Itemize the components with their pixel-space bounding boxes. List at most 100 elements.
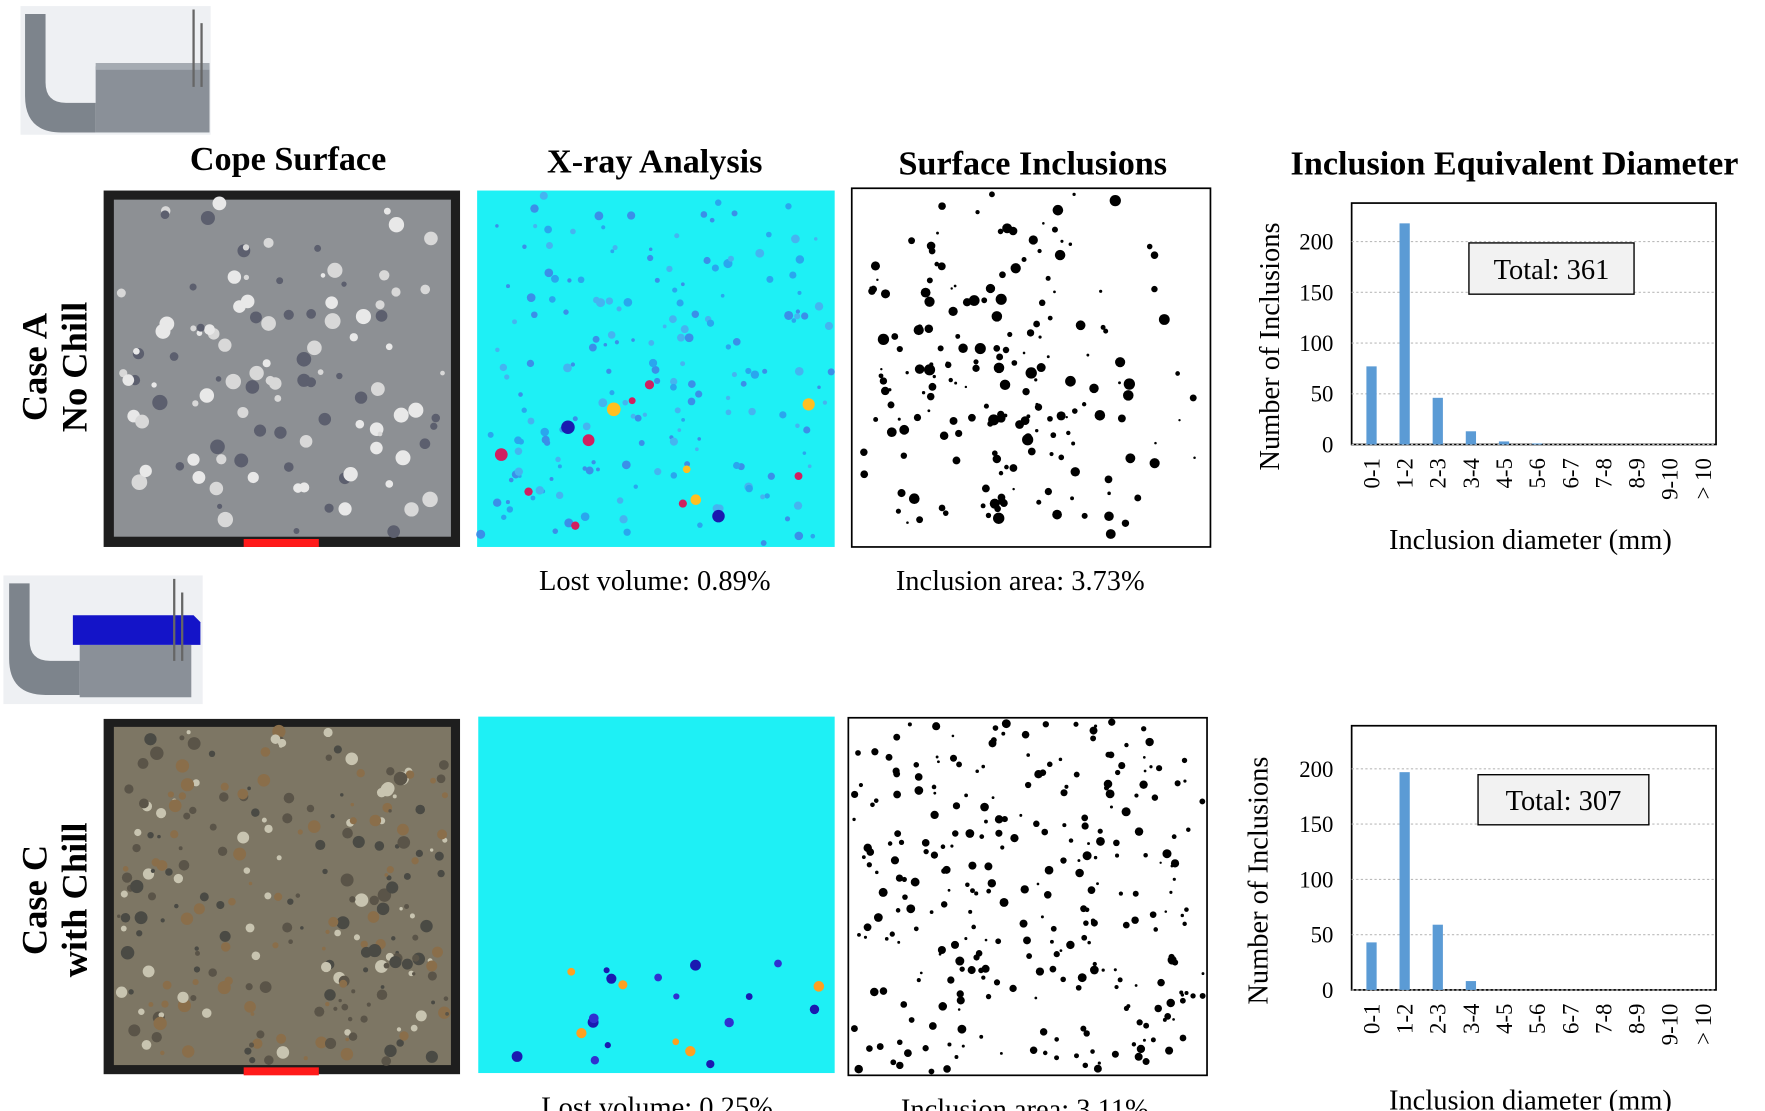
- y-tick-label: 100: [1299, 331, 1333, 356]
- texture-dot: [152, 395, 167, 410]
- bar: [1532, 443, 1542, 444]
- texture-dot: [814, 981, 825, 992]
- texture-dot: [367, 1003, 371, 1007]
- texture-dot: [228, 270, 241, 283]
- texture-dot: [803, 398, 815, 410]
- texture-dot: [243, 244, 249, 250]
- texture-dot: [1186, 827, 1190, 831]
- texture-dot: [1173, 878, 1176, 881]
- texture-dot: [1098, 829, 1103, 834]
- case-condition: with Chill: [55, 823, 95, 978]
- texture-dot: [1070, 496, 1074, 500]
- texture-dot: [870, 802, 875, 807]
- texture-dot: [672, 1038, 679, 1045]
- texture-dot: [1131, 916, 1138, 923]
- texture-dot: [604, 967, 610, 973]
- texture-dot: [1012, 488, 1014, 490]
- texture-dot: [1077, 859, 1080, 862]
- texture-dot: [386, 767, 394, 775]
- texture-dot: [276, 1034, 286, 1044]
- texture-dot: [1143, 1058, 1150, 1065]
- texture-dot: [426, 960, 437, 971]
- texture-dot: [904, 1049, 912, 1057]
- texture-dot: [643, 413, 647, 417]
- texture-dot: [1083, 851, 1092, 860]
- texture-dot: [945, 362, 951, 368]
- texture-dot: [213, 196, 227, 210]
- texture-dot: [394, 408, 409, 423]
- texture-dot: [422, 492, 437, 507]
- texture-dot: [989, 191, 995, 197]
- texture-dot: [986, 513, 991, 518]
- texture-dot: [673, 993, 679, 999]
- texture-dot: [264, 238, 274, 248]
- texture-dot: [943, 1065, 951, 1073]
- texture-dot: [607, 403, 621, 417]
- texture-dot: [340, 793, 343, 796]
- x-tick-label: 1-2: [1393, 1004, 1418, 1034]
- texture-dot: [117, 915, 120, 918]
- texture-dot: [1066, 431, 1070, 435]
- texture-dot: [1200, 993, 1206, 999]
- texture-dot: [1045, 488, 1052, 495]
- texture-dot: [324, 728, 333, 737]
- texture-dot: [1001, 732, 1005, 736]
- texture-dot: [1023, 936, 1031, 944]
- texture-dot: [1086, 354, 1089, 357]
- texture-dot: [1104, 511, 1114, 521]
- texture-dot: [591, 460, 595, 464]
- texture-dot: [187, 454, 199, 466]
- texture-dot: [1050, 966, 1057, 973]
- texture-dot: [1114, 985, 1118, 989]
- texture-dot: [1149, 765, 1152, 768]
- texture-dot: [282, 923, 292, 933]
- texture-dot: [1022, 434, 1033, 445]
- texture-dot: [233, 848, 246, 861]
- texture-dot: [444, 996, 449, 1001]
- texture-dot: [1000, 1052, 1003, 1055]
- texture-dot: [420, 438, 431, 449]
- texture-dot: [217, 504, 222, 509]
- texture-dot: [785, 203, 791, 209]
- texture-dot: [412, 972, 415, 975]
- y-tick-label: 50: [1311, 923, 1334, 948]
- texture-dot: [258, 774, 271, 787]
- texture-dot: [307, 805, 314, 812]
- texture-dot: [916, 516, 923, 523]
- texture-dot: [277, 1046, 290, 1059]
- texture-dot: [488, 432, 494, 438]
- texture-dot: [994, 363, 1005, 374]
- texture-dot: [962, 1045, 965, 1048]
- texture-dot: [1010, 464, 1018, 472]
- texture-dot: [726, 396, 730, 400]
- texture-dot: [288, 939, 293, 944]
- texture-dot: [1041, 829, 1048, 836]
- texture-dot: [221, 942, 231, 952]
- texture-dot: [897, 941, 900, 944]
- texture-dot: [619, 515, 627, 523]
- texture-dot: [1105, 752, 1111, 758]
- texture-dot: [321, 962, 331, 972]
- scale-bar: [244, 1067, 319, 1075]
- texture-dot: [927, 242, 936, 251]
- texture-dot: [370, 442, 383, 455]
- texture-dot: [1022, 731, 1030, 739]
- texture-dot: [384, 1045, 396, 1057]
- texture-dot: [385, 480, 393, 488]
- texture-dot: [357, 769, 365, 777]
- texture-dot: [349, 896, 355, 902]
- texture-dot: [706, 1060, 714, 1068]
- texture-dot: [1050, 940, 1054, 944]
- texture-dot: [397, 824, 409, 836]
- texture-dot: [136, 930, 142, 936]
- texture-dot: [157, 860, 168, 871]
- texture-dot: [1168, 954, 1174, 960]
- texture-dot: [1021, 416, 1030, 425]
- texture-dot: [249, 366, 263, 380]
- caption: Inclusion area: 3.11%: [901, 1095, 1149, 1111]
- texture-dot: [618, 980, 627, 989]
- texture-dot: [726, 344, 731, 349]
- texture-dot: [506, 284, 510, 288]
- texture-dot: [654, 468, 661, 475]
- texture-dot: [571, 362, 575, 366]
